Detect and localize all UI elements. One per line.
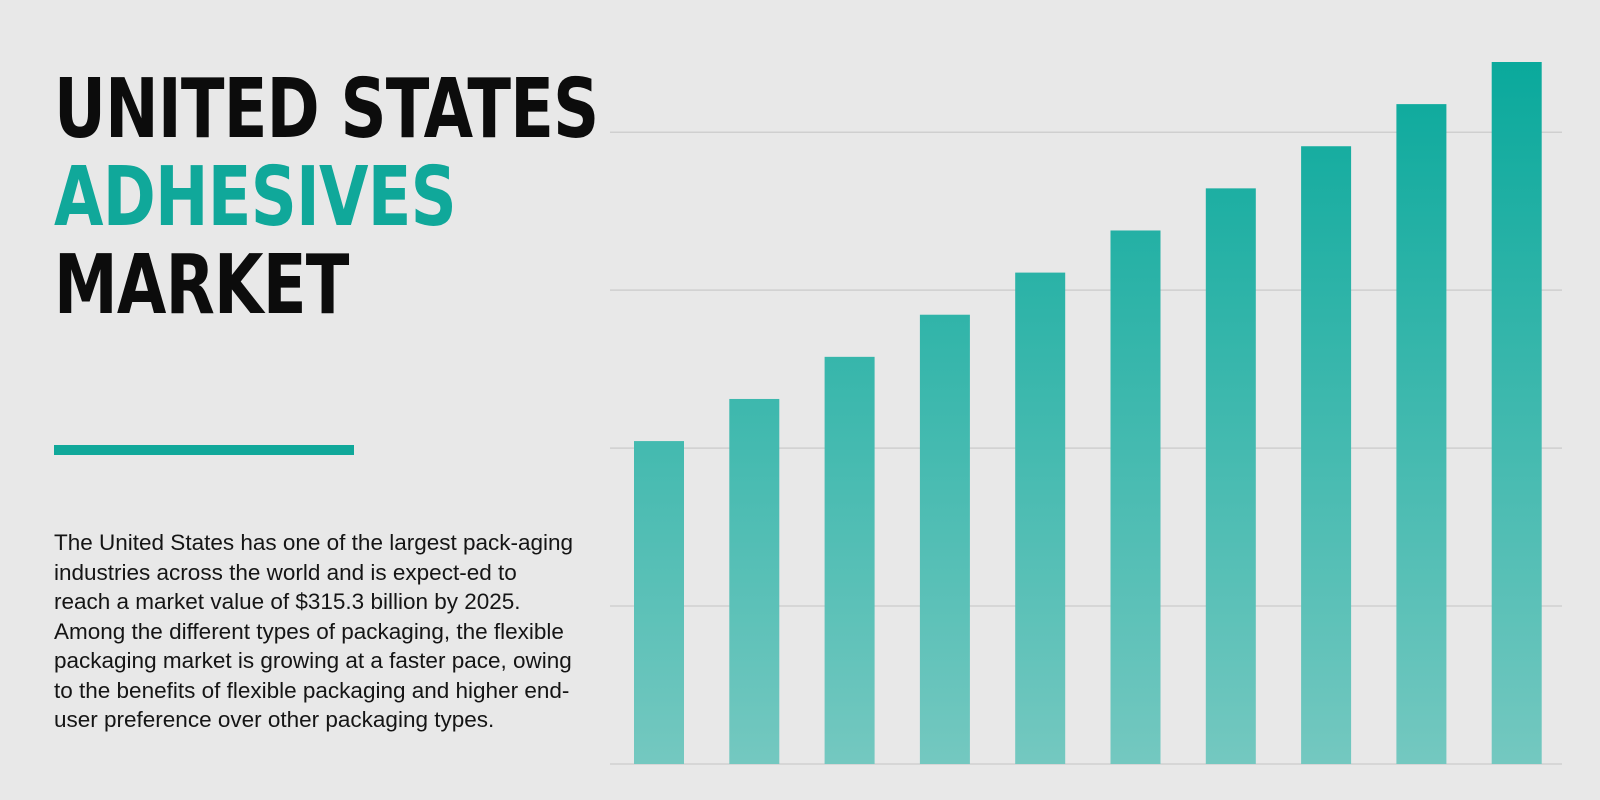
bar-1	[634, 441, 684, 764]
title-line-1: UNITED STATES	[54, 62, 599, 157]
bar-4	[919, 314, 970, 764]
title-line-3: MARKET	[54, 238, 349, 333]
bar-9	[1396, 104, 1447, 765]
bars	[634, 62, 1542, 765]
bar-8	[1301, 146, 1352, 765]
bar-7	[1205, 188, 1256, 765]
bar-6	[1110, 230, 1161, 765]
bar-3	[824, 356, 875, 764]
title-line-2: ADHESIVES	[54, 150, 457, 245]
bar-5	[1015, 272, 1066, 764]
bar-2	[729, 398, 780, 764]
title-block: UNITED STATES ADHESIVES MARKET	[54, 62, 599, 333]
accent-divider	[54, 445, 354, 455]
bar-10	[1491, 62, 1542, 764]
description-text: The United States has one of the largest…	[54, 530, 574, 732]
